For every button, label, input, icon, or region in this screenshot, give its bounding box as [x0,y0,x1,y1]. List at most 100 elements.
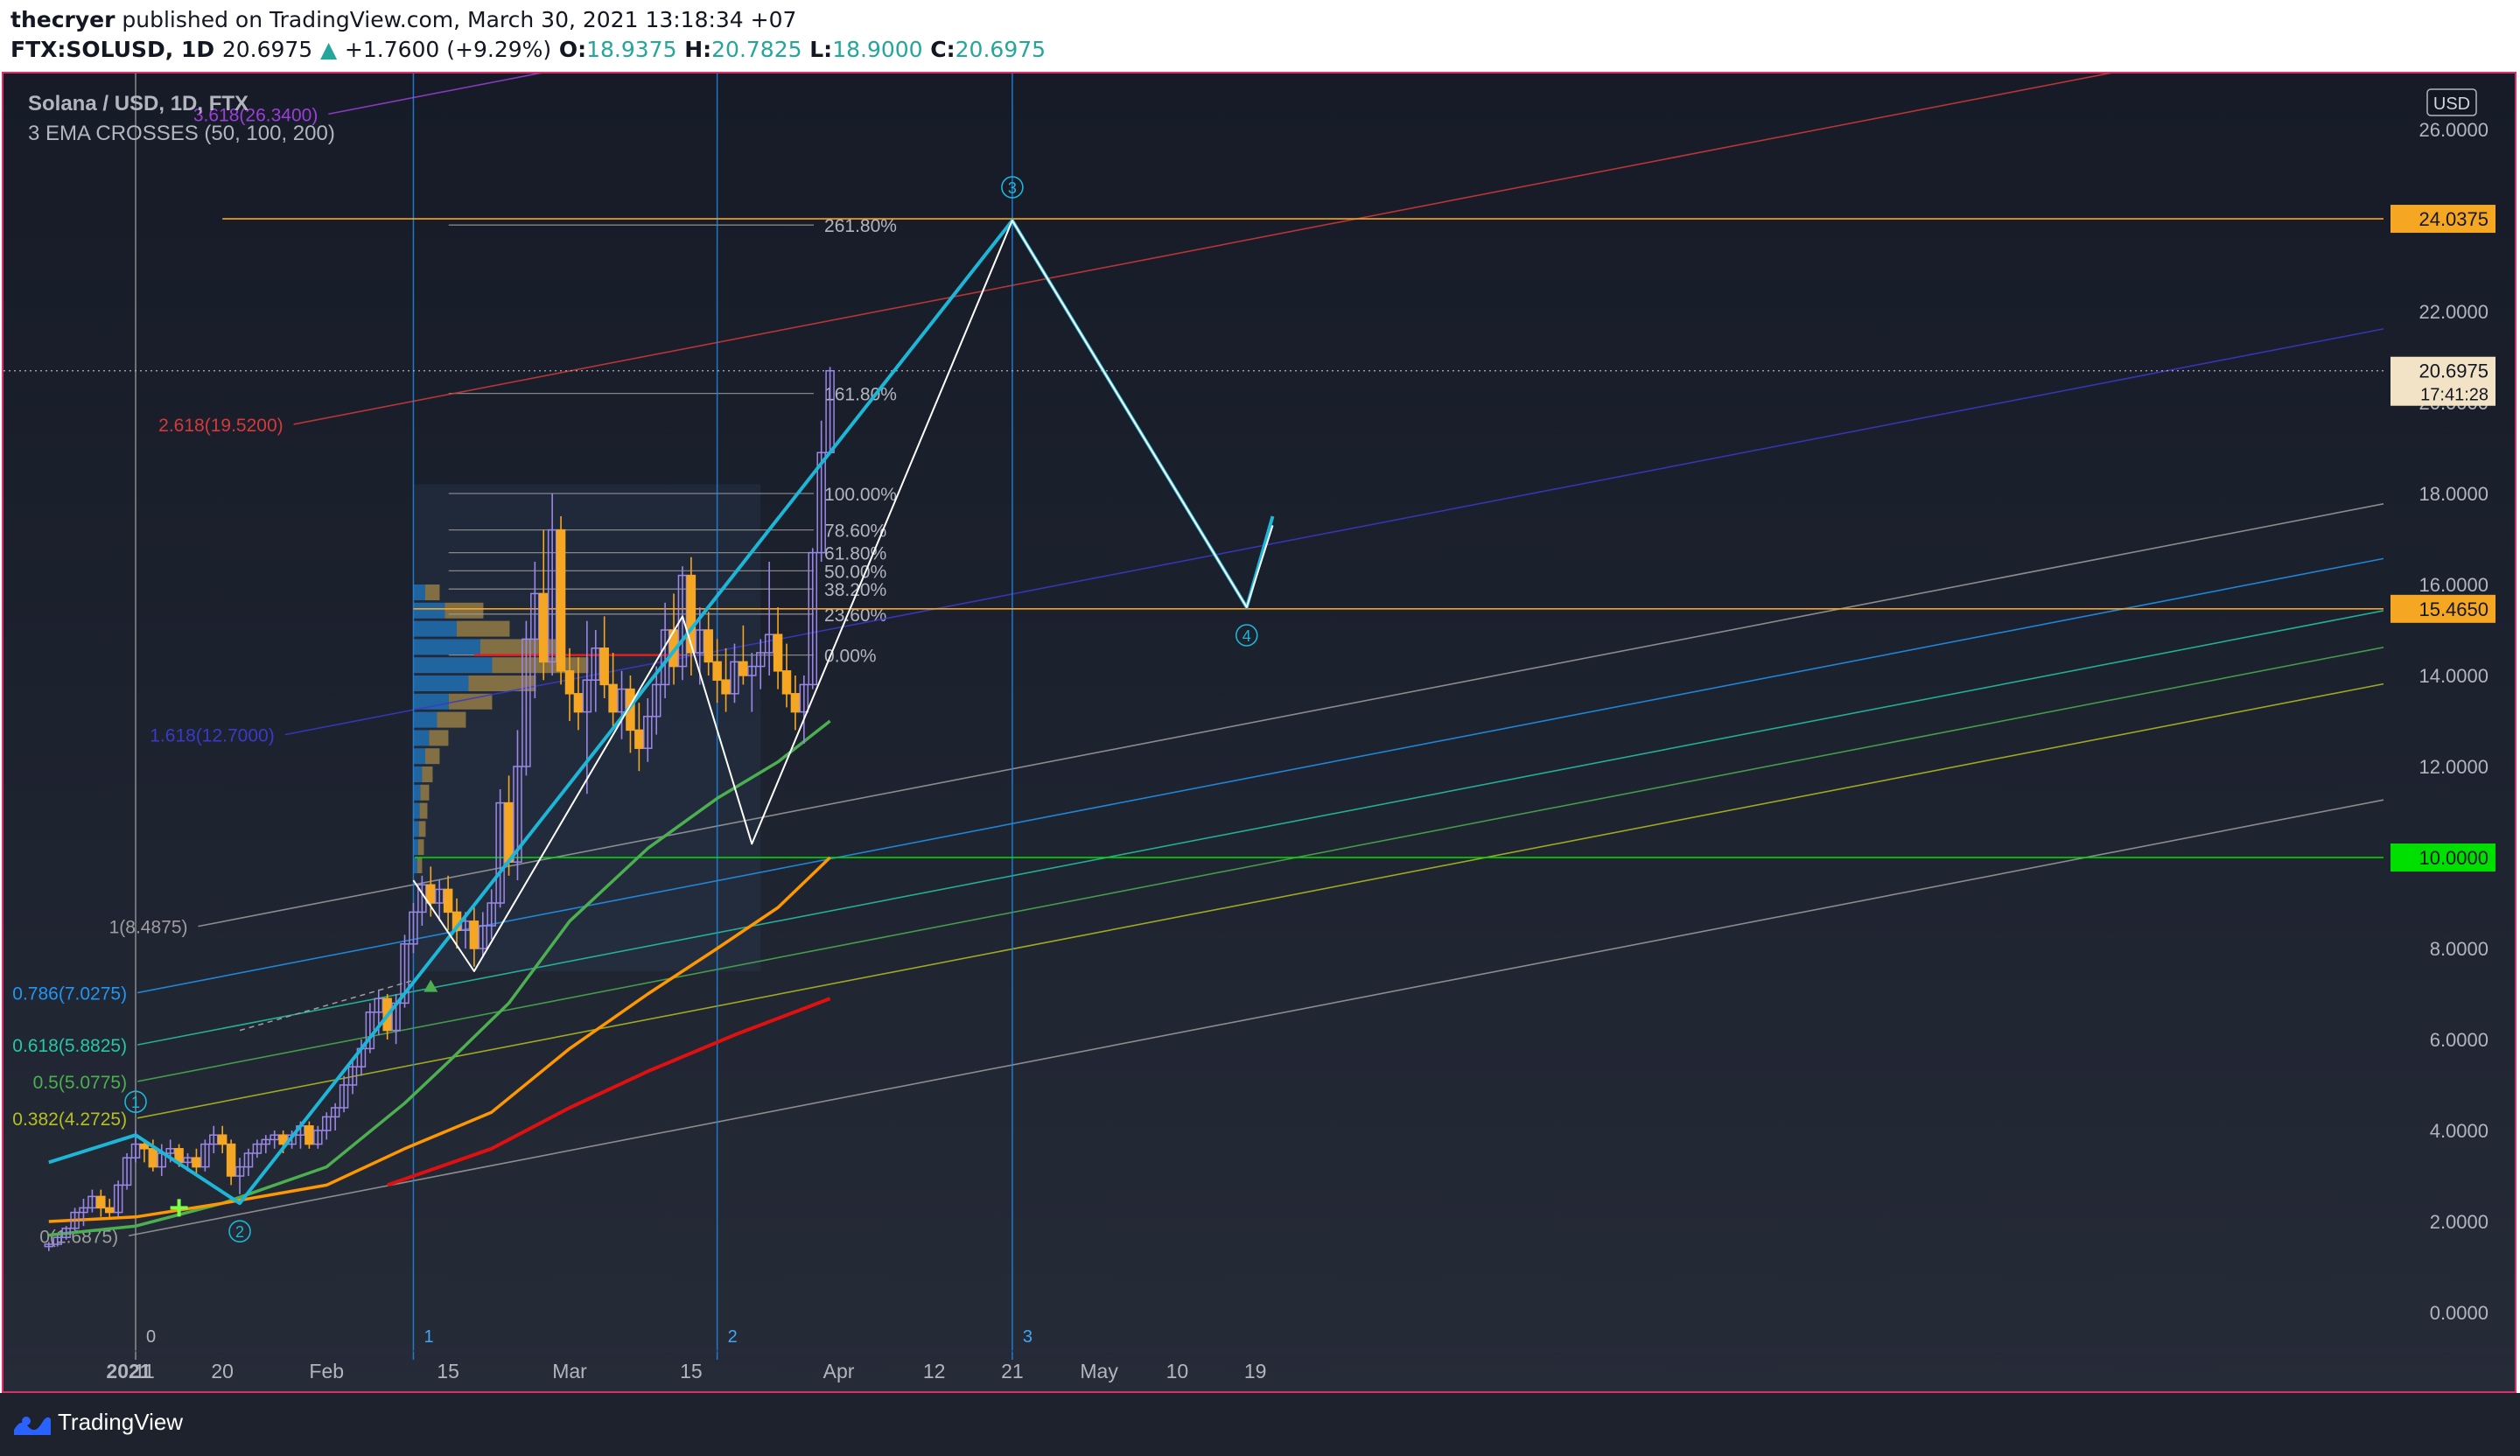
fib-extension-line[interactable] [136,557,2384,994]
fib-extension-line[interactable] [293,74,2384,425]
price-chart[interactable]: 361.80%261.80%161.80%100.00%78.60%61.80%… [4,74,2515,1391]
price-label-value: 15.4650 [2418,598,2488,620]
fib-retracement[interactable]: 361.80%261.80%161.80%100.00%78.60%61.80%… [448,74,897,667]
chart-pane[interactable]: 361.80%261.80%161.80%100.00%78.60%61.80%… [2,72,2516,1393]
fib-extension-line[interactable] [284,328,2384,736]
profile-bar [413,693,449,710]
time-tick-label: Apr [823,1360,855,1382]
price-axis[interactable]: 26.000024.000022.000020.000018.000016.00… [2390,119,2496,1324]
legend-title: Solana / USD, 1D, FTX [28,92,248,116]
horizontal-levels[interactable] [4,218,2384,858]
legend-indicator: 3 EMA CROSSES (50, 100, 200) [28,122,335,145]
candle-body [547,528,557,663]
fib-extension-line[interactable] [198,503,2384,928]
brand-text[interactable]: TradingView [58,1409,184,1435]
wave-drawings[interactable] [48,219,1275,1206]
price-label-value: 20.6975 [2418,360,2488,382]
candle-body [495,802,505,904]
ohlc-summary: FTX:SOLUSD, 1D 20.6975 ▲ +1.7600 (+9.29%… [10,37,1046,62]
fib-extension-line[interactable] [136,647,2384,1082]
candle-body [651,683,662,718]
fib-level-label: 23.60% [824,606,886,626]
price-label-badge[interactable] [2390,844,2496,872]
buy-triangle-icon [424,979,438,992]
profile-bar [413,657,493,674]
wave-label: 1 [131,1094,140,1111]
candle-body [504,802,514,863]
wave-label: 2 [235,1223,244,1241]
wave-label-circle [228,1220,251,1242]
candle-body [148,1148,158,1168]
profile-bar [413,784,421,801]
candle-body [634,729,644,749]
fib-extension-line[interactable] [136,682,2384,1119]
price-tick-label: 8.0000 [2430,938,2488,960]
profile-bar [413,676,469,691]
candle-body [460,920,471,931]
candle-body [704,629,713,663]
candle-body [88,1195,97,1209]
price-tick-label: 0.0000 [2430,1302,2488,1324]
candle-body [599,648,609,686]
symbol-label: FTX:SOLUSD, 1D [10,37,215,62]
price-label-badge[interactable] [2390,205,2496,234]
zigzag-path[interactable] [412,220,1274,972]
countdown-label: 17:41:28 [2420,386,2488,405]
currency-label: USD [2433,94,2470,114]
candle-body [104,1207,115,1214]
profile-bar [413,858,417,873]
fib-extension[interactable]: 3.618(26.3400) 2.618(19.5200) 1.618(12.700… [12,74,2384,1247]
candle-body [252,1143,262,1154]
profile-bar [448,693,493,710]
ema100-line [48,856,831,1223]
open-value: 18.9375 [586,37,677,62]
candle-body [113,1184,123,1214]
cross-signal-icon [170,1199,188,1217]
candle-body [564,670,575,695]
profile-bar [413,584,425,600]
price-tick-label: 6.0000 [2430,1029,2488,1051]
wave-labels: 1 2 3 4 [124,176,1258,1242]
candle-body [738,661,748,676]
price-tick-label: 4.0000 [2430,1120,2488,1142]
candle-body [677,574,688,668]
dashed-trend-line[interactable] [239,979,414,1032]
candle-body [721,679,731,695]
time-tick-label: 20 [211,1360,234,1382]
candle-body [270,1134,279,1141]
vertical-marker-label: 0 [146,1327,156,1347]
vertical-marker-label: 3 [1023,1327,1032,1347]
profile-bar [429,730,449,746]
price-label-badge[interactable] [2390,356,2496,406]
wave-label-circle [1001,176,1024,199]
currency-badge[interactable]: USD [2426,88,2477,116]
close-label: C: [930,37,956,62]
profile-bar [413,639,480,655]
time-tick-label: Feb [309,1360,344,1382]
time-tick-label: 11 [134,1360,155,1382]
candle-body [52,1236,62,1245]
candle-body [617,688,626,713]
candle-body [330,1107,340,1118]
footer-bar: TradingView [0,1393,2520,1456]
candle-body [347,1066,358,1086]
fib-level-label: 38.20% [824,580,886,600]
fib-extension-line[interactable] [129,799,2384,1237]
fib-extension-line[interactable] [136,610,2384,1046]
wave-label: 4 [1242,627,1251,645]
candle-body [209,1134,219,1145]
profile-bar [456,620,510,637]
ema-lines [48,719,831,1237]
candle-body [261,1138,271,1145]
publisher-name[interactable]: thecryer [10,7,116,32]
candle-body [478,925,488,949]
last-price: 20.6975 [221,37,313,62]
price-label-badge[interactable] [2390,594,2496,623]
fib-level-label: 261.80% [824,216,897,236]
vertical-marker-label: 1 [424,1327,433,1347]
candle-body [278,1134,288,1145]
price-tick-label: 18.0000 [2418,483,2488,505]
tradingview-logo-icon[interactable] [12,1409,52,1440]
open-label: O: [558,37,587,62]
